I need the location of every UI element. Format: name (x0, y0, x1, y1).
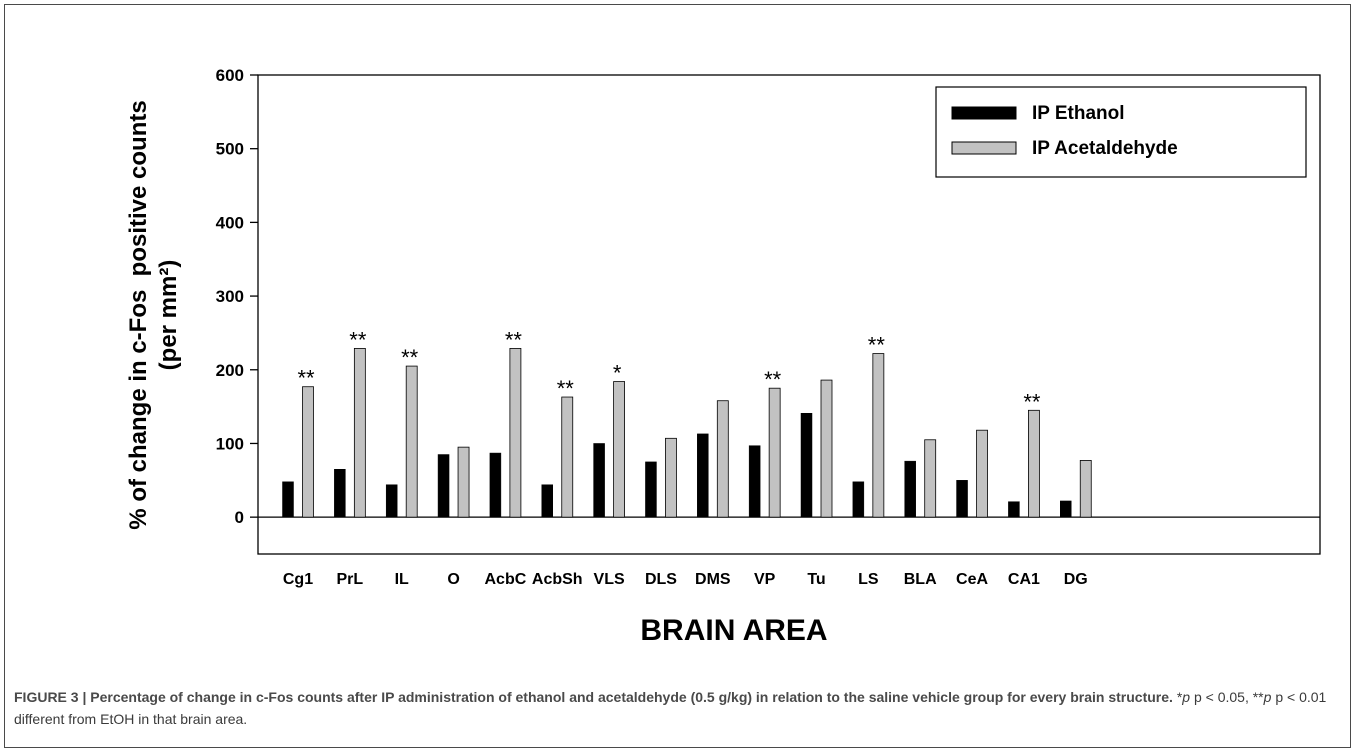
bar-acetaldehyde-cea (976, 429, 988, 518)
x-tick-label: VLS (594, 571, 625, 588)
bar-acetaldehyde-acbsh (561, 396, 574, 518)
bar-acetaldehyde-ls (872, 353, 885, 518)
x-tick-label: DMS (695, 571, 731, 588)
bar-acetaldehyde-il (405, 365, 418, 518)
bar-ethanol-prl (334, 469, 346, 518)
x-tick-label: Cg1 (283, 571, 313, 588)
caption-lead: FIGURE 3 | Percentage of change in c-Fos… (14, 689, 1173, 705)
bar-acetaldehyde-cg1 (302, 386, 314, 518)
bar-acetaldehyde-dls (665, 437, 677, 518)
bar-ethanol-o (437, 454, 450, 518)
caption-sig-one-star: * (1176, 689, 1183, 705)
x-tick-label: AcbC (485, 571, 527, 588)
bars (282, 347, 1092, 518)
bar-acetaldehyde-dg (1079, 460, 1092, 518)
x-tick-label: LS (858, 571, 879, 588)
significance-marker: ** (505, 327, 523, 352)
legend-box (935, 86, 1307, 178)
y-axis-ticks: 0 100 200 300 400 500 600 (216, 66, 258, 527)
x-tick-label: IL (395, 571, 409, 588)
x-tick-label: VP (754, 571, 776, 588)
legend: IP Ethanol IP Acetaldehyde (935, 86, 1307, 178)
x-tick-label: DG (1064, 571, 1088, 588)
bar-acetaldehyde-tu (820, 379, 833, 518)
legend-label-acetaldehyde: IP Acetaldehyde (1032, 138, 1178, 159)
bar-acetaldehyde-prl (353, 347, 366, 518)
bar-chart: 0 100 200 300 400 500 600 Cg1 PrL IL O AcbC AcbSh VL… (125, 66, 1321, 647)
x-tick-label: AcbSh (532, 571, 583, 588)
significance-marker: ** (1023, 389, 1041, 414)
bar-ethanol-vp (748, 445, 761, 518)
figure-caption: FIGURE 3 | Percentage of change in c-Fos… (14, 686, 1344, 730)
plot-area-border (257, 74, 1321, 555)
y-tick-label: 600 (216, 66, 244, 85)
y-tick-label: 500 (216, 140, 244, 159)
bar-ethanol-dms (697, 433, 709, 518)
caption-p-symbol-1: p (1182, 689, 1191, 705)
significance-marker: ** (764, 367, 782, 392)
significance-marker: ** (349, 327, 367, 352)
bar-acetaldehyde-vls (613, 381, 625, 518)
y-axis-label-line2: (per mm²) (155, 260, 182, 371)
legend-swatch-acetaldehyde (951, 141, 1017, 155)
bar-ethanol-dls (645, 461, 657, 518)
y-tick-label: 0 (235, 508, 244, 527)
caption-sig-two-text: p < 0.01 different from EtOH in that bra… (14, 689, 1327, 727)
x-axis-ticks: Cg1 PrL IL O AcbC AcbSh VLS DLS DMS VP Tu LS BLA CeA C… (283, 571, 1088, 588)
significance-marker: ** (557, 376, 575, 401)
significance-marker: ** (401, 345, 419, 370)
x-tick-label: BLA (904, 571, 937, 588)
bar-ethanol-ls (852, 481, 865, 518)
bar-ethanol-dg (1060, 500, 1072, 518)
caption-sig-two-star: ** (1252, 689, 1264, 705)
bar-acetaldehyde-acbc (509, 347, 522, 518)
legend-label-ethanol: IP Ethanol (1032, 103, 1125, 124)
bar-ethanol-cg1 (282, 481, 294, 518)
bar-ethanol-il (385, 484, 398, 518)
bar-ethanol-bla (904, 460, 916, 518)
y-axis-label: % of change in c-Fos positive counts (pe… (125, 100, 182, 529)
significance-marker: ** (868, 333, 886, 358)
x-tick-label: Tu (807, 571, 825, 588)
bar-acetaldehyde-o (457, 446, 470, 518)
bar-acetaldehyde-dms (716, 400, 729, 518)
y-tick-label: 400 (216, 213, 244, 232)
bar-ethanol-tu (800, 412, 813, 518)
bar-ethanol-cea (956, 480, 968, 518)
x-tick-label: O (447, 571, 459, 588)
figure-frame (4, 4, 1351, 748)
bar-acetaldehyde-bla (924, 439, 937, 518)
bar-ethanol-vls (593, 443, 605, 518)
legend-swatch-ethanol (951, 106, 1017, 120)
x-tick-label: CA1 (1008, 571, 1040, 588)
y-axis-label-line1: % of change in c-Fos positive counts (125, 100, 152, 529)
y-tick-label: 300 (216, 287, 244, 306)
x-tick-label: CeA (956, 571, 988, 588)
significance-marker: ** (297, 366, 315, 391)
y-tick-label: 100 (216, 434, 244, 453)
bar-acetaldehyde-vp (768, 387, 781, 518)
significance-annotations: *********** ****** (297, 327, 1040, 414)
caption-sig-one-text: p < 0.05, (1193, 689, 1253, 705)
bar-ethanol-ca1 (1008, 501, 1020, 518)
x-axis-label: BRAIN AREA (640, 614, 827, 647)
y-tick-label: 200 (216, 361, 244, 380)
caption-p-symbol-2: p (1263, 689, 1272, 705)
bar-ethanol-acbc (489, 452, 502, 518)
x-tick-label: DLS (645, 571, 677, 588)
bar-acetaldehyde-ca1 (1028, 409, 1040, 518)
bar-ethanol-acbsh (541, 484, 553, 518)
significance-marker: * (613, 361, 622, 386)
x-tick-label: PrL (337, 571, 364, 588)
